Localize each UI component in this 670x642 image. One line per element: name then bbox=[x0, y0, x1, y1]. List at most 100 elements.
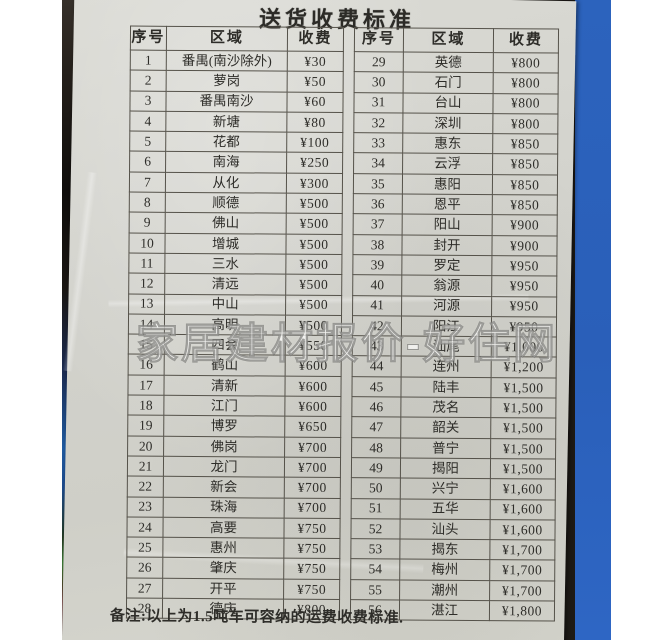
cell-fee: ¥1,700 bbox=[489, 560, 555, 581]
cell-no: 40 bbox=[352, 274, 402, 296]
cell-fee: ¥950 bbox=[491, 296, 557, 317]
table-row: 5 花都 ¥100 bbox=[129, 131, 343, 154]
table-row: 7 从化 ¥300 bbox=[129, 171, 343, 194]
cell-fee: ¥800 bbox=[492, 93, 559, 114]
cell-no: 52 bbox=[350, 518, 401, 540]
table-row: 44 连州 ¥1,200 bbox=[352, 356, 557, 378]
cell-no: 41 bbox=[352, 295, 402, 316]
table-row: 22 新会 ¥700 bbox=[127, 476, 341, 499]
cell-fee: ¥1,200 bbox=[491, 357, 557, 378]
cell-fee: ¥950 bbox=[491, 275, 557, 297]
cell-region: 揭东 bbox=[399, 539, 490, 561]
table-row: 21 龙门 ¥700 bbox=[127, 455, 341, 478]
table-row: 48 普宁 ¥1,500 bbox=[351, 437, 556, 459]
table-row: 43 汕尾 ¥1,000 bbox=[352, 335, 557, 358]
cell-fee: ¥850 bbox=[492, 194, 558, 216]
cell-no: 7 bbox=[129, 171, 166, 193]
table-row: 8 顺德 ¥500 bbox=[129, 192, 343, 214]
cell-no: 25 bbox=[126, 537, 163, 558]
cell-fee: ¥1,500 bbox=[490, 397, 556, 419]
cell-no: 29 bbox=[354, 51, 404, 73]
cell-region: 从化 bbox=[165, 172, 287, 194]
cell-fee: ¥800 bbox=[493, 72, 559, 94]
cell-fee: ¥500 bbox=[286, 193, 343, 214]
cell-fee: ¥600 bbox=[285, 355, 342, 377]
column-header-no: 序号 bbox=[130, 26, 167, 51]
cell-fee: ¥100 bbox=[286, 132, 343, 154]
cell-fee: ¥80 bbox=[286, 112, 343, 133]
cell-region: 高明 bbox=[164, 314, 286, 336]
table-row: 33 惠东 ¥850 bbox=[353, 132, 558, 155]
cell-region: 新塘 bbox=[165, 111, 287, 133]
table-header-row: 序号 区域 收费 bbox=[130, 26, 344, 52]
table-row: 3 番禺南沙 ¥60 bbox=[129, 90, 344, 113]
cell-fee: ¥60 bbox=[286, 91, 344, 113]
cell-region: 三水 bbox=[164, 253, 286, 275]
cell-region: 陆丰 bbox=[400, 376, 492, 398]
cell-no: 46 bbox=[351, 396, 401, 418]
cell-fee: ¥700 bbox=[284, 457, 341, 478]
cell-region: 番禺(南沙除外) bbox=[166, 50, 288, 72]
table-row: 1 番禺(南沙除外) ¥30 bbox=[130, 50, 344, 72]
table-row: 41 河源 ¥950 bbox=[352, 295, 557, 317]
cell-region: 潮州 bbox=[399, 579, 490, 601]
cell-fee: ¥1,800 bbox=[489, 600, 555, 622]
cell-region: 惠东 bbox=[402, 133, 493, 155]
table-row: 50 兴宁 ¥1,600 bbox=[351, 477, 556, 500]
cell-fee: ¥500 bbox=[285, 294, 342, 316]
fee-table-left: 序号 区域 收费 1 番禺(南沙除外) ¥30 2 萝岗 ¥50 3 番禺南沙 ¥60 4 新塘 ¥8… bbox=[126, 26, 344, 621]
cell-fee: ¥1,000 bbox=[491, 336, 557, 358]
fee-tables: 序号 区域 收费 1 番禺(南沙除外) ¥30 2 萝岗 ¥50 3 番禺南沙 ¥60 4 新塘 ¥8… bbox=[126, 26, 559, 622]
cell-region: 恩平 bbox=[402, 194, 493, 215]
cell-no: 11 bbox=[128, 253, 165, 274]
cell-region: 翁源 bbox=[401, 275, 492, 297]
cell-fee: ¥600 bbox=[284, 396, 341, 417]
cell-fee: ¥1,700 bbox=[489, 580, 555, 602]
cell-no: 9 bbox=[129, 212, 166, 233]
cell-fee: ¥1,500 bbox=[490, 458, 556, 480]
table-row: 11 三水 ¥500 bbox=[128, 253, 342, 275]
cell-fee: ¥700 bbox=[284, 497, 341, 519]
cell-no: 20 bbox=[127, 435, 164, 457]
cell-no: 26 bbox=[126, 557, 163, 579]
cell-region: 五华 bbox=[400, 498, 491, 520]
cell-region: 鹤山 bbox=[164, 354, 286, 376]
table-row: 31 台山 ¥800 bbox=[353, 92, 559, 114]
cell-no: 27 bbox=[126, 577, 163, 599]
cell-no: 51 bbox=[351, 498, 401, 519]
cell-no: 49 bbox=[351, 457, 401, 479]
cell-no: 10 bbox=[128, 232, 166, 254]
cell-fee: ¥850 bbox=[492, 133, 558, 155]
cell-region: 汕尾 bbox=[401, 336, 492, 358]
table-row: 54 梅州 ¥1,700 bbox=[350, 559, 555, 581]
cell-region: 中山 bbox=[164, 293, 286, 316]
table-header-row: 序号 区域 收费 bbox=[354, 27, 559, 54]
fee-table-right: 序号 区域 收费 29 英德 ¥800 30 石门 ¥800 31 台山 ¥800 32 深圳 ¥80… bbox=[350, 27, 559, 622]
table-row: 38 封开 ¥900 bbox=[352, 234, 558, 257]
cell-region: 增城 bbox=[164, 232, 287, 255]
cell-region: 肇庆 bbox=[162, 557, 284, 579]
cell-no: 33 bbox=[353, 132, 403, 154]
cell-region: 清远 bbox=[164, 273, 286, 295]
cell-no: 5 bbox=[129, 131, 166, 152]
cell-fee: ¥900 bbox=[491, 235, 558, 257]
cell-no: 42 bbox=[352, 315, 402, 337]
cell-region: 连州 bbox=[401, 356, 492, 378]
table-row: 49 揭阳 ¥1,500 bbox=[351, 457, 556, 480]
table-row: 24 高要 ¥750 bbox=[126, 516, 341, 539]
cell-region: 花都 bbox=[165, 131, 287, 153]
cell-fee: ¥500 bbox=[285, 233, 343, 255]
cell-fee: ¥950 bbox=[491, 255, 557, 277]
cell-region: 普宁 bbox=[400, 437, 491, 459]
table-row: 45 陆丰 ¥1,500 bbox=[351, 376, 557, 399]
cell-region: 台山 bbox=[402, 92, 494, 114]
cell-no: 43 bbox=[352, 335, 402, 357]
table-row: 23 珠海 ¥700 bbox=[127, 496, 341, 519]
cell-region: 顺德 bbox=[165, 192, 287, 214]
cell-region: 阳江 bbox=[401, 315, 492, 337]
table-row: 47 韶关 ¥1,500 bbox=[351, 416, 556, 439]
cell-no: 34 bbox=[353, 153, 403, 174]
cell-fee: ¥750 bbox=[283, 517, 341, 539]
cell-region: 湛江 bbox=[399, 599, 490, 621]
cell-fee: ¥900 bbox=[492, 214, 558, 236]
